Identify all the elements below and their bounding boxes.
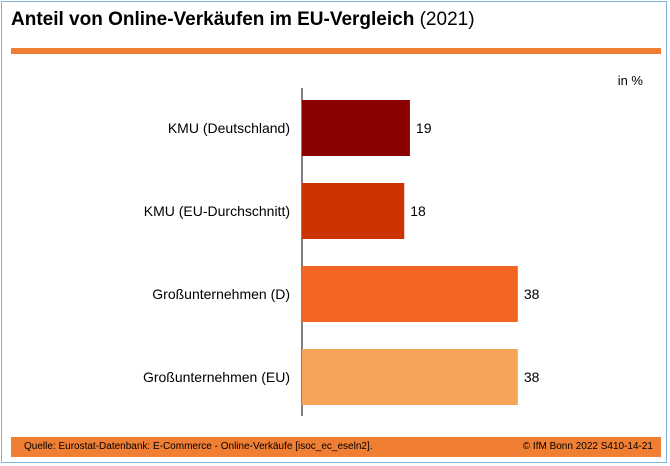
category-label: Großunternehmen (EU) <box>143 369 290 385</box>
bar <box>302 100 410 156</box>
chart-title-year: (2021) <box>414 9 475 30</box>
bar <box>302 183 405 239</box>
footer-bar: Quelle: Eurostat-Datenbank: E-Commerce -… <box>11 437 661 457</box>
source-note: Quelle: Eurostat-Datenbank: E-Commerce -… <box>24 441 373 452</box>
data-label: 38 <box>524 369 540 385</box>
copyright-note: © IfM Bonn 2022 S410-14-21 <box>522 441 653 452</box>
bar <box>302 349 518 405</box>
data-label: 38 <box>524 286 540 302</box>
category-label: KMU (EU-Durchschnitt) <box>144 203 290 219</box>
category-label: KMU (Deutschland) <box>168 120 290 136</box>
data-label: 19 <box>416 120 432 136</box>
data-label: 18 <box>410 203 426 219</box>
unit-label: in % <box>617 73 643 88</box>
chart-title-main: Anteil von Online-Verkäufen im EU-Vergle… <box>11 9 415 30</box>
chart-title: Anteil von Online-Verkäufen im EU-Vergle… <box>11 9 475 31</box>
bar <box>302 266 518 322</box>
title-rule <box>11 48 661 54</box>
category-label: Großunternehmen (D) <box>152 286 290 302</box>
